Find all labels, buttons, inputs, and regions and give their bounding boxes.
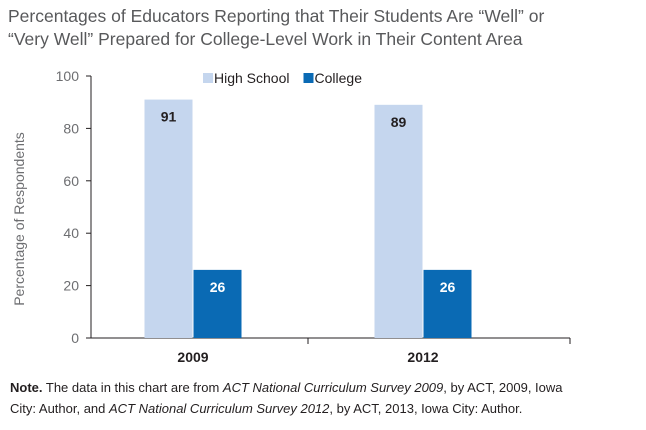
bar-chart: 0 20 40 60 80 100 Percentage of Respondents 200… <box>11 68 571 365</box>
bar-high-school <box>144 99 193 338</box>
y-tick-label: 100 <box>56 68 80 84</box>
x-tick-label: 2012 <box>407 349 438 365</box>
y-tick-label: 20 <box>63 278 79 294</box>
bar-college <box>423 269 472 338</box>
y-axis-label: Percentage of Respondents <box>11 132 27 306</box>
note-text-3: City: Author, and <box>10 401 110 416</box>
chart-title-line-1: Percentages of Educators Reporting that … <box>8 6 545 26</box>
note-source-2009: ACT National Curriculum Survey 2009 <box>222 380 444 395</box>
data-label: 26 <box>440 279 456 295</box>
note-line-2: City: Author, and ACT National Curriculu… <box>10 398 640 419</box>
note-text-4: , by ACT, 2013, Iowa City: Author. <box>329 401 523 416</box>
chart-title-line-2: “Very Well” Prepared for College-Level W… <box>8 29 523 49</box>
note-line-1: Note. The data in this chart are from AC… <box>10 377 640 398</box>
chart-title: Percentages of Educators Reporting that … <box>8 5 638 51</box>
data-label: 26 <box>210 279 226 295</box>
note-source-2012: ACT National Curriculum Survey 2012 <box>109 401 330 416</box>
chart-note: Note. The data in this chart are from AC… <box>10 377 640 419</box>
bar-high-school <box>374 104 423 338</box>
y-tick-label: 80 <box>63 120 79 136</box>
data-label: 89 <box>391 114 407 130</box>
x-tick-label: 2009 <box>177 349 208 365</box>
bars: 91 26 89 26 <box>144 99 472 338</box>
y-tick-label: 0 <box>71 330 79 346</box>
legend-swatch <box>203 73 213 83</box>
note-label: Note. <box>10 380 43 395</box>
legend-swatch <box>303 73 314 83</box>
axes: 0 20 40 60 80 100 Percentage of Respondents 200… <box>11 68 571 365</box>
legend: High School College <box>203 70 362 86</box>
y-tick-label: 60 <box>63 173 79 189</box>
note-text-2: , by ACT, 2009, Iowa <box>443 380 563 395</box>
data-label: 91 <box>161 109 177 125</box>
bar-college <box>193 269 242 338</box>
legend-label: High School <box>214 70 290 86</box>
legend-label: College <box>315 70 363 86</box>
note-text-1: The data in this chart are from <box>42 380 223 395</box>
y-tick-label: 40 <box>63 225 79 241</box>
